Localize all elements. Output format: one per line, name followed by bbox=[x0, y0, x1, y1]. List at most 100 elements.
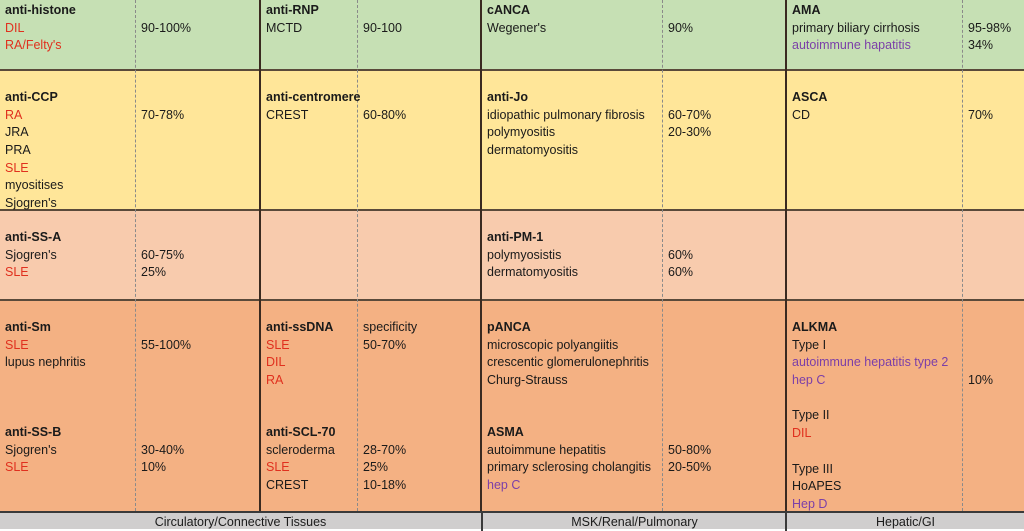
type-label: Type II bbox=[792, 408, 830, 423]
cell-alkma-value[interactable]: 10% bbox=[963, 319, 1024, 390]
cell-canca[interactable]: cANCA Wegener's bbox=[482, 2, 662, 37]
value bbox=[968, 319, 1019, 337]
disease: SLE bbox=[266, 337, 290, 352]
value bbox=[968, 337, 1019, 355]
disease: MCTD bbox=[266, 20, 303, 35]
column-divider bbox=[135, 0, 137, 511]
antibody-name: anti-ssDNA bbox=[266, 320, 334, 334]
spacer bbox=[792, 390, 957, 408]
value bbox=[968, 89, 1019, 107]
cell-panca[interactable]: pANCA microscopic polyangiitis crescenti… bbox=[482, 319, 662, 390]
disease: Churg-Strauss bbox=[487, 373, 568, 388]
disease: CD bbox=[792, 107, 811, 122]
disease: autoimmune hepatitis type 2 bbox=[792, 355, 949, 370]
cell-asca[interactable]: ASCA CD bbox=[787, 89, 962, 124]
cell-ama[interactable]: AMA primary biliary cirrhosis autoimmune… bbox=[787, 2, 962, 55]
antibody-name: anti-SS-A bbox=[5, 230, 62, 244]
cell-anti-sm[interactable]: anti-Sm SLE lupus nephritis bbox=[0, 319, 135, 372]
cell-asma[interactable]: ASMA autoimmune hepatitis primary sclero… bbox=[482, 424, 662, 495]
cell-anti-ccp[interactable]: anti-CCP RA JRA PRA SLE myositises Sjogr… bbox=[0, 89, 135, 213]
disease: Hep D bbox=[792, 496, 828, 511]
value bbox=[363, 2, 475, 20]
disease: SLE bbox=[266, 460, 290, 475]
value bbox=[141, 424, 255, 442]
antibody-name: anti-PM-1 bbox=[487, 230, 544, 244]
cell-anti-pm-1[interactable]: anti-PM-1 polymyosistis dermatomyositis bbox=[482, 229, 662, 282]
value: 10-18% bbox=[363, 478, 407, 493]
disease: hep C bbox=[487, 478, 521, 493]
cell-anti-ss-a[interactable]: anti-SS-A Sjogren's SLE bbox=[0, 229, 135, 282]
value: 90% bbox=[668, 20, 694, 35]
cell-anti-sm-value[interactable]: 55-100% bbox=[136, 319, 260, 354]
cell-anti-centromere-value[interactable]: 60-80% bbox=[358, 89, 480, 124]
disease: RA bbox=[5, 107, 23, 122]
disease: Wegener's bbox=[487, 20, 547, 35]
disease: lupus nephritis bbox=[5, 355, 86, 370]
cell-anti-rnp[interactable]: anti-RNP MCTD bbox=[261, 2, 357, 37]
footer-circulatory-connective: Circulatory/Connective Tissues bbox=[154, 515, 327, 529]
disease: CREST bbox=[266, 107, 309, 122]
cell-anti-rnp-value[interactable]: 90-100 bbox=[358, 2, 480, 37]
column-divider bbox=[357, 0, 359, 511]
disease: polymyositis bbox=[487, 125, 556, 140]
category-footer: Circulatory/Connective Tissues MSK/Renal… bbox=[0, 511, 1024, 531]
cell-anti-pm-1-value[interactable]: 60% 60% bbox=[663, 229, 785, 282]
value: 20-50% bbox=[668, 460, 712, 475]
cell-ama-value[interactable]: 95-98% 34% bbox=[963, 2, 1024, 55]
cell-anti-ssdna-value[interactable]: specificity 50-70% bbox=[358, 319, 480, 354]
cell-anti-centromere[interactable]: anti-centromere CREST bbox=[261, 89, 360, 124]
disease: dermatomyositis bbox=[487, 143, 578, 158]
cell-anti-scl-70-value[interactable]: 28-70% 25% 10-18% bbox=[358, 424, 480, 495]
cell-anti-jo[interactable]: anti-Jo idiopathic pulmonary fibrosis po… bbox=[482, 89, 662, 160]
footer-msk-renal-pulmonary: MSK/Renal/Pulmonary bbox=[571, 515, 698, 529]
value: 25% bbox=[141, 265, 167, 280]
disease: Sjogren's bbox=[5, 442, 57, 457]
value: 10% bbox=[968, 373, 994, 388]
disease: DIL bbox=[266, 355, 286, 370]
disease: DIL bbox=[792, 426, 812, 441]
value: 10% bbox=[141, 460, 167, 475]
value bbox=[363, 424, 475, 442]
value: 70% bbox=[968, 107, 994, 122]
cell-asca-value[interactable]: 70% bbox=[963, 89, 1024, 124]
cell-anti-histone-value[interactable]: 90-100% bbox=[136, 2, 260, 37]
antibody-name: anti-RNP bbox=[266, 3, 319, 17]
value: 30-40% bbox=[141, 442, 185, 457]
cell-anti-ss-a-value[interactable]: 60-75% 25% bbox=[136, 229, 260, 282]
value: 95-98% bbox=[968, 20, 1012, 35]
row-divider bbox=[0, 299, 1024, 301]
disease: SLE bbox=[5, 460, 29, 475]
antibody-name: ALKMA bbox=[792, 320, 838, 334]
antibody-name: anti-CCP bbox=[5, 90, 58, 104]
antibody-name: AMA bbox=[792, 3, 821, 17]
value bbox=[668, 2, 780, 20]
cell-anti-ccp-value[interactable]: 70-78% bbox=[136, 89, 260, 124]
cell-alkma[interactable]: ALKMA Type I autoimmune hepatitis type 2… bbox=[787, 319, 962, 514]
value bbox=[141, 89, 255, 107]
cell-asma-value[interactable]: 50-80% 20-50% bbox=[663, 424, 785, 477]
value: 50-70% bbox=[363, 337, 407, 352]
antibody-name: anti-SS-B bbox=[5, 425, 62, 439]
type-label: Type I bbox=[792, 337, 827, 352]
disease: crescentic glomerulonephritis bbox=[487, 355, 649, 370]
antibody-name: anti-Jo bbox=[487, 90, 528, 104]
cell-anti-ss-b-value[interactable]: 30-40% 10% bbox=[136, 424, 260, 477]
disease: microscopic polyangiitis bbox=[487, 337, 619, 352]
value: 60-80% bbox=[363, 107, 407, 122]
antibody-name: anti-Sm bbox=[5, 320, 51, 334]
disease: primary biliary cirrhosis bbox=[792, 20, 920, 35]
cell-canca-value[interactable]: 90% bbox=[663, 2, 785, 37]
disease: polymyosistis bbox=[487, 247, 562, 262]
cell-anti-ssdna[interactable]: anti-ssDNA SLE DIL RA bbox=[261, 319, 357, 390]
antibody-name: pANCA bbox=[487, 320, 531, 334]
value: 25% bbox=[363, 460, 389, 475]
value bbox=[968, 354, 1019, 372]
cell-anti-jo-value[interactable]: 60-70% 20-30% bbox=[663, 89, 785, 142]
value: 50-80% bbox=[668, 442, 712, 457]
value: 60% bbox=[668, 265, 694, 280]
row-3 bbox=[0, 210, 1024, 300]
cell-anti-histone[interactable]: anti-histone DIL RA/Felty's bbox=[0, 2, 135, 55]
cell-anti-scl-70[interactable]: anti-SCL-70 scleroderma SLE CREST bbox=[261, 424, 357, 495]
disease: PRA bbox=[5, 143, 31, 158]
cell-anti-ss-b[interactable]: anti-SS-B Sjogren's SLE bbox=[0, 424, 135, 477]
